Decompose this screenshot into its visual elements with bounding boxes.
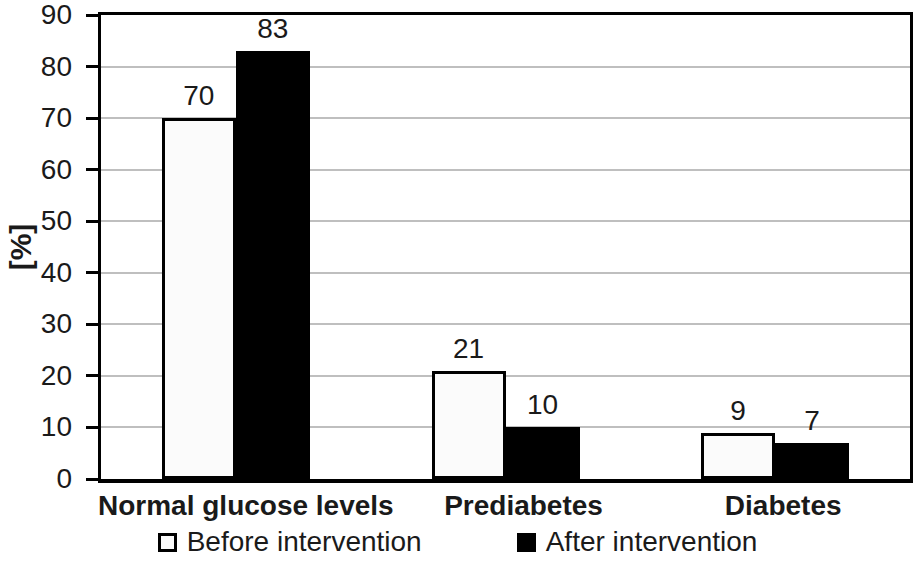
y-tick-mark-50 xyxy=(86,220,99,223)
legend-item-before: Before intervention xyxy=(158,526,422,558)
y-tick-mark-20 xyxy=(86,374,99,377)
y-tick-mark-30 xyxy=(86,323,99,326)
bar-after-intervention-group1 xyxy=(236,51,310,479)
y-tick-label-90: 90 xyxy=(0,1,72,29)
bar-value-label: 10 xyxy=(527,391,558,419)
y-tick-label-10: 10 xyxy=(0,413,72,441)
bar-before-intervention-group1 xyxy=(162,118,236,479)
y-tick-label-40: 40 xyxy=(0,259,72,287)
y-tick-label-0: 0 xyxy=(0,465,72,493)
bar-after-intervention-group3 xyxy=(775,443,849,479)
legend-label-after: After intervention xyxy=(546,526,758,558)
legend-label-before: Before intervention xyxy=(187,526,422,558)
y-tick-mark-70 xyxy=(86,117,99,120)
y-tick-mark-80 xyxy=(86,65,99,68)
y-tick-label-30: 30 xyxy=(0,310,72,338)
category-label-normal-glucose: Normal glucose levels xyxy=(98,490,394,522)
legend-item-after: After intervention xyxy=(517,526,758,558)
bar-value-label: 70 xyxy=(183,82,214,110)
y-tick-mark-0 xyxy=(86,478,99,481)
bar-before-intervention-group3 xyxy=(701,433,775,479)
bar-after-intervention-group2 xyxy=(506,427,580,479)
category-label-prediabetes: Prediabetes xyxy=(394,490,654,522)
bar-value-label: 9 xyxy=(730,397,746,425)
y-tick-label-50: 50 xyxy=(0,207,72,235)
x-axis-category-labels: Normal glucose levels Prediabetes Diabet… xyxy=(98,490,913,522)
y-tick-label-80: 80 xyxy=(0,53,72,81)
bar-before-intervention-group2 xyxy=(432,371,506,479)
y-tick-mark-40 xyxy=(86,271,99,274)
legend-marker-filled-square-icon xyxy=(517,533,536,552)
y-tick-label-70: 70 xyxy=(0,104,72,132)
category-label-diabetes: Diabetes xyxy=(653,490,913,522)
y-tick-label-60: 60 xyxy=(0,156,72,184)
plot-area: 70 83 21 10 9 7 xyxy=(98,12,913,483)
y-tick-mark-60 xyxy=(86,168,99,171)
y-tick-label-20: 20 xyxy=(0,362,72,390)
bar-value-label: 21 xyxy=(453,335,484,363)
y-tick-mark-10 xyxy=(86,426,99,429)
gridline-80 xyxy=(101,66,910,68)
chart-container: [%] 7083211097 Normal glucose levels Pre… xyxy=(0,0,915,564)
legend-marker-open-square-icon xyxy=(158,533,177,552)
legend: Before intervention After intervention xyxy=(0,526,915,558)
y-tick-mark-90 xyxy=(86,14,99,17)
bar-value-label: 83 xyxy=(257,15,288,43)
bar-value-label: 7 xyxy=(804,407,820,435)
